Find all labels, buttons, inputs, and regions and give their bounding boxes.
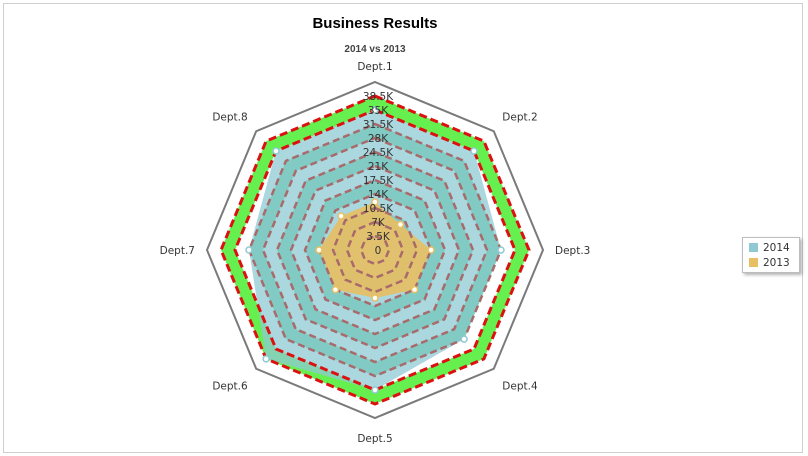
marker-2013-5[interactable]: [331, 285, 340, 294]
marker-2014-3[interactable]: [460, 335, 468, 343]
marker-2014-4[interactable]: [371, 386, 379, 394]
tick-label-7: 24.5K: [363, 147, 394, 159]
series-markers: [245, 106, 505, 394]
legend-item-2013[interactable]: 2013: [749, 255, 799, 270]
radar-chart: Business Results 2014 vs 2013 0 3.5K 7K 10.…: [160, 15, 591, 445]
grid-ring-8: [247, 122, 503, 378]
tick-label-2: 7K: [371, 217, 386, 229]
marker-2014-0[interactable]: [371, 106, 379, 114]
category-label-0: Dept.1: [357, 61, 392, 73]
red-ring-0: [233, 108, 517, 392]
chart-frame: Business Results 2014 vs 2013 0 3.5K 7K 10.…: [3, 3, 803, 453]
legend-item-2014[interactable]: 2014: [749, 240, 799, 255]
marker-2013-3[interactable]: [410, 285, 419, 294]
marker-2014-7[interactable]: [272, 147, 280, 155]
legend-label-2013: 2013: [763, 256, 790, 269]
marker-2013-0[interactable]: [371, 198, 379, 206]
category-label-5: Dept.6: [212, 380, 248, 392]
category-label-3: Dept.4: [502, 380, 538, 392]
legend-swatch-2013: [749, 258, 758, 267]
marker-2014-2[interactable]: [497, 246, 505, 254]
marker-2013-7[interactable]: [337, 212, 345, 220]
marker-2013-2[interactable]: [427, 246, 435, 254]
tick-label-11: 38.5K: [363, 91, 394, 103]
tick-label-5: 17.5K: [363, 175, 394, 187]
tick-label-3: 10.5K: [363, 203, 394, 215]
marker-2013-6[interactable]: [315, 246, 323, 254]
category-label-4: Dept.5: [357, 433, 392, 445]
red-ring-1: [219, 94, 531, 406]
series-areas: [249, 110, 501, 390]
legend: 2014 2013: [742, 237, 800, 273]
grid-ring-0: [359, 234, 391, 266]
marker-2013-4[interactable]: [371, 294, 379, 302]
tick-label-6: 21K: [368, 161, 389, 173]
grid-ring-4: [303, 178, 447, 322]
category-label-1: Dept.2: [502, 112, 537, 124]
chart-subtitle: 2014 vs 2013: [344, 44, 406, 55]
legend-swatch-2014: [749, 243, 758, 252]
chart-title: Business Results: [312, 15, 437, 32]
tick-label-8: 28K: [368, 133, 389, 145]
tick-label-10: 35K: [368, 105, 389, 117]
outer-ring: [205, 80, 545, 420]
marker-2014-1[interactable]: [470, 147, 478, 155]
grid-ring-3: [317, 192, 433, 308]
series-area-2013: [319, 202, 431, 298]
category-label-2: Dept.3: [555, 245, 590, 257]
grid-ring-1: [345, 220, 405, 280]
category-labels: Dept.1 Dept.2 Dept.3 Dept.4 Dept.5 Dept.6 Dept…: [160, 61, 591, 445]
grid-ring-2: [331, 206, 419, 294]
tick-labels: 0 3.5K 7K 10.5K 14K 17.5K 21K 24.5K 28K 31.5K 35K 3…: [363, 91, 394, 257]
category-label-7: Dept.8: [212, 112, 247, 124]
marker-2013-1[interactable]: [396, 220, 405, 229]
tick-label-1: 3.5K: [366, 231, 391, 243]
grid-ring-5: [289, 164, 461, 336]
grid-ring-6: [275, 150, 475, 350]
tick-label-9: 31.5K: [363, 119, 394, 131]
tick-label-0: 0: [375, 245, 382, 257]
category-label-6: Dept.7: [160, 245, 195, 257]
grid-rings: [205, 80, 545, 420]
legend-label-2014: 2014: [763, 241, 790, 254]
grid-ring-7: [261, 136, 489, 364]
marker-2014-6[interactable]: [245, 246, 253, 254]
tick-label-4: 14K: [368, 189, 389, 201]
marker-2014-5[interactable]: [262, 355, 270, 363]
